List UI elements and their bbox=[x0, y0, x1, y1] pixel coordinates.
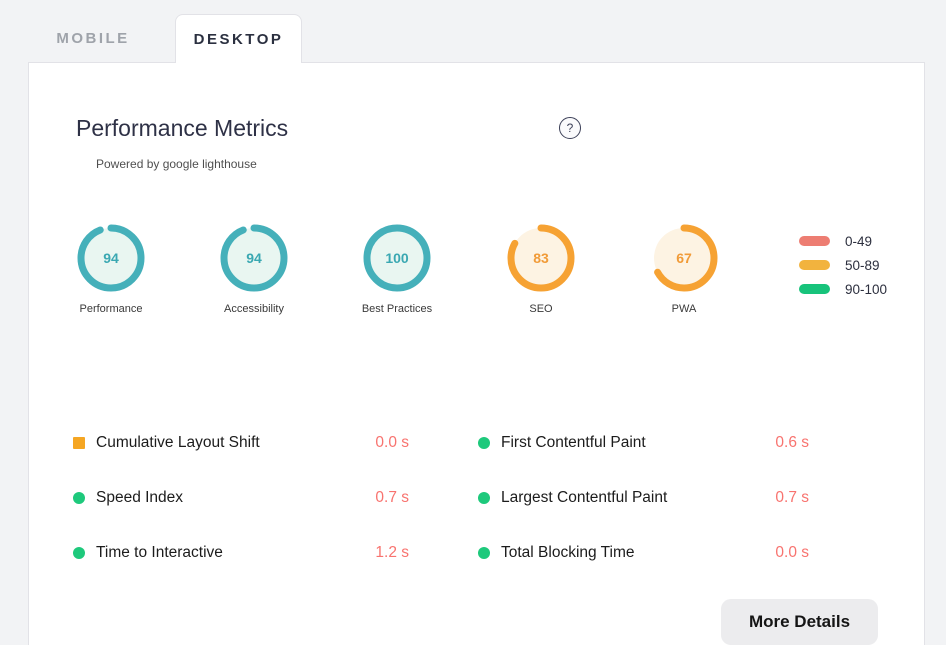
status-bullet-icon bbox=[478, 437, 490, 449]
metric-time-to-interactive: Time to Interactive 1.2 s bbox=[73, 543, 409, 563]
metrics-column-right: First Contentful Paint 0.6 s Largest Con… bbox=[478, 433, 809, 563]
metric-label: Time to Interactive bbox=[96, 544, 223, 561]
legend-row-good: 90-100 bbox=[799, 277, 887, 301]
gauge-label: SEO bbox=[529, 303, 553, 315]
metric-value: 0.0 s bbox=[375, 434, 409, 451]
metric-speed-index: Speed Index 0.7 s bbox=[73, 488, 409, 508]
metric-value: 0.6 s bbox=[775, 434, 809, 451]
gauge-accessibility: 94 Accessibility bbox=[204, 221, 304, 315]
gauge-performance: 94 Performance bbox=[61, 221, 161, 315]
metric-label: Speed Index bbox=[96, 489, 184, 506]
legend-label: 0-49 bbox=[845, 233, 873, 249]
metric-value: 1.2 s bbox=[375, 544, 409, 561]
metric-label: First Contentful Paint bbox=[501, 434, 646, 451]
gauge-score: 94 bbox=[103, 250, 119, 266]
status-bullet-icon bbox=[73, 547, 85, 559]
gauge-score: 94 bbox=[246, 250, 262, 266]
performance-metrics-card: Performance Metrics Powered by google li… bbox=[28, 62, 925, 645]
help-icon[interactable]: ? bbox=[559, 117, 581, 139]
more-details-button[interactable]: More Details bbox=[721, 599, 878, 645]
metric-largest-contentful-paint: Largest Contentful Paint 0.7 s bbox=[478, 488, 809, 508]
legend-pill-red bbox=[799, 236, 830, 246]
gauge-label: Performance bbox=[79, 303, 143, 315]
status-bullet-icon bbox=[478, 547, 490, 559]
legend-pill-green bbox=[799, 284, 830, 294]
gauge-score: 67 bbox=[676, 250, 692, 266]
legend-row-average: 50-89 bbox=[799, 253, 887, 277]
metrics-column-left: Cumulative Layout Shift 0.0 s Speed Inde… bbox=[73, 433, 409, 563]
gauge-score: 100 bbox=[385, 250, 409, 266]
page-title: Performance Metrics bbox=[76, 115, 289, 141]
score-legend: 0-49 50-89 90-100 bbox=[799, 229, 887, 301]
metric-label: Total Blocking Time bbox=[501, 544, 635, 561]
gauge-pwa: 67 PWA bbox=[634, 221, 734, 315]
status-bullet-icon bbox=[73, 437, 85, 449]
gauge-seo: 83 SEO bbox=[491, 221, 591, 315]
tab-mobile[interactable]: MOBILE bbox=[56, 30, 130, 47]
gauge-label: PWA bbox=[671, 303, 697, 315]
metric-label: Cumulative Layout Shift bbox=[96, 434, 260, 451]
metric-value: 0.7 s bbox=[775, 489, 809, 506]
gauge-label: Accessibility bbox=[224, 303, 284, 315]
metric-cumulative-layout-shift: Cumulative Layout Shift 0.0 s bbox=[73, 433, 409, 453]
status-bullet-icon bbox=[73, 492, 85, 504]
metric-value: 0.7 s bbox=[375, 489, 409, 506]
metric-label: Largest Contentful Paint bbox=[501, 489, 668, 506]
legend-pill-orange bbox=[799, 260, 830, 270]
metric-first-contentful-paint: First Contentful Paint 0.6 s bbox=[478, 433, 809, 453]
metric-value: 0.0 s bbox=[775, 544, 809, 561]
gauge-best-practices: 100 Best Practices bbox=[347, 221, 447, 315]
tab-desktop[interactable]: DESKTOP bbox=[175, 14, 302, 63]
metric-total-blocking-time: Total Blocking Time 0.0 s bbox=[478, 543, 809, 563]
gauge-score: 83 bbox=[533, 250, 549, 266]
powered-by-label: Powered by google lighthouse bbox=[96, 157, 257, 171]
legend-row-poor: 0-49 bbox=[799, 229, 887, 253]
status-bullet-icon bbox=[478, 492, 490, 504]
legend-label: 50-89 bbox=[845, 257, 880, 273]
legend-label: 90-100 bbox=[845, 281, 888, 297]
gauge-label: Best Practices bbox=[361, 303, 433, 315]
